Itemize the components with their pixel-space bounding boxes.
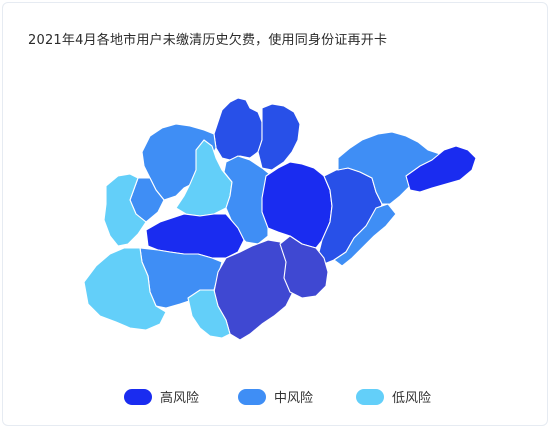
map-region[interactable] (257, 103, 301, 171)
legend: 高风险 中风险 低风险 (0, 387, 552, 411)
legend-item-medium[interactable]: 中风险 (238, 387, 313, 406)
map-region[interactable] (187, 289, 231, 339)
map-region[interactable] (175, 139, 233, 217)
map-region[interactable] (223, 155, 273, 245)
legend-swatch-high (124, 388, 152, 405)
chart-title: 2021年4月各地市用户未缴清历史欠费，使用同身份证再开卡 (28, 33, 388, 48)
legend-label: 低风险 (392, 391, 432, 406)
map-region[interactable] (279, 235, 329, 299)
map-region[interactable] (333, 203, 397, 267)
legend-swatch-medium (238, 388, 266, 405)
legend-swatch-low (356, 388, 384, 405)
map-region[interactable] (405, 145, 477, 193)
legend-item-low[interactable]: 低风险 (356, 387, 431, 406)
legend-item-high[interactable]: 高风险 (124, 387, 199, 406)
map-region[interactable] (83, 247, 167, 331)
legend-label: 高风险 (160, 391, 200, 406)
map-region[interactable] (103, 173, 147, 247)
map-region[interactable] (261, 161, 333, 249)
legend-label: 中风险 (274, 391, 314, 406)
map-region[interactable] (213, 97, 263, 161)
